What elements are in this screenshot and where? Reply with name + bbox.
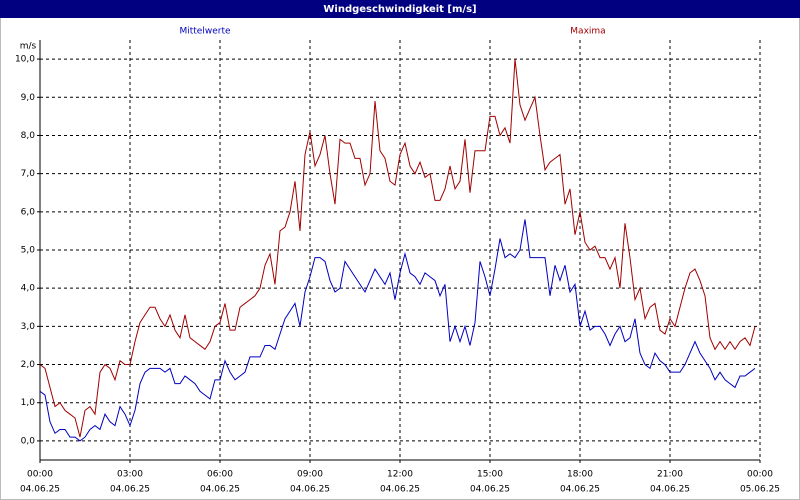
- x-tick-date: 04.06.25: [380, 485, 420, 495]
- y-tick-label: 3,0: [21, 322, 36, 332]
- y-tick-label: 1,0: [21, 398, 36, 408]
- x-tick-date: 04.06.25: [110, 485, 150, 495]
- y-tick-label: 5,0: [21, 246, 36, 256]
- x-tick-label: 06:00: [207, 470, 233, 480]
- x-tick-label: 18:00: [567, 470, 593, 480]
- chart-title: Windgeschwindigkeit [m/s]: [323, 4, 476, 15]
- y-tick-label: 0,0: [21, 436, 36, 446]
- y-tick-label: 4,0: [21, 284, 36, 294]
- x-tick-date: 04.06.25: [560, 485, 600, 495]
- x-tick-date: 04.06.25: [290, 485, 330, 495]
- y-tick-label: 9,0: [21, 93, 36, 103]
- x-tick-label: 15:00: [477, 470, 503, 480]
- x-tick-date: 04.06.25: [470, 485, 510, 495]
- x-tick-label: 00:00: [747, 470, 773, 480]
- y-tick-label: 6,0: [21, 207, 36, 217]
- y-tick-label: 2,0: [21, 360, 36, 370]
- series-line: [39, 59, 756, 438]
- x-tick-label: 00:00: [27, 470, 53, 480]
- x-tick-date: 04.06.25: [200, 485, 240, 495]
- y-tick-label: 8,0: [21, 131, 36, 141]
- title-bar: [0, 0, 800, 18]
- x-tick-date: 04.06.25: [650, 485, 690, 495]
- series-line: [39, 219, 756, 442]
- y-unit: m/s: [20, 42, 37, 52]
- y-tick-label: 7,0: [21, 169, 36, 179]
- x-tick-label: 21:00: [657, 470, 683, 480]
- x-tick-date: 04.06.25: [20, 485, 60, 495]
- x-tick-label: 09:00: [297, 470, 323, 480]
- legend-entry: Mittelwerte: [179, 27, 230, 37]
- x-tick-label: 12:00: [387, 470, 413, 480]
- x-tick-date: 05.06.25: [740, 485, 780, 495]
- legend-entry: Maxima: [570, 27, 605, 37]
- y-tick-label: 10,0: [15, 55, 35, 65]
- x-tick-label: 03:00: [117, 470, 143, 480]
